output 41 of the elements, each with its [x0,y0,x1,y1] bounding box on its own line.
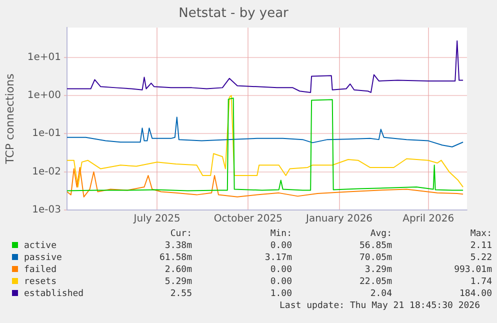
x-tick-label: April 2026 [402,214,454,225]
text: Last update: Thu May 21 18:45:30 2026 [278,300,480,312]
text: 0.00 [269,240,292,252]
text: 0.00 [269,264,292,276]
text: 2.04 [369,288,392,300]
y-axis-title: TCP connections [3,73,16,165]
text: 2.55 [169,288,192,300]
legend-label: resets [23,276,58,288]
text: Cur: [169,228,192,240]
y-tick-label: 1e-02 [32,166,61,178]
text: 1.74 [469,276,492,288]
text: 1.00 [269,288,292,300]
text: 22.05m [358,276,392,288]
text: 56.85m [358,240,392,252]
text: 5.29m [164,276,192,288]
text: 993.01m [453,264,492,276]
text: 70.05m [358,252,392,264]
text: Min: [269,228,292,240]
text: 184.00 [458,288,492,300]
y-tick-label: 1e-01 [32,128,61,140]
text: 0.00 [269,276,292,288]
text: Max: [469,228,492,240]
chart-title: Netstat - by year [178,6,290,22]
text: 3.38m [164,240,192,252]
legend-label: active [23,240,58,252]
text: Avg: [369,228,392,240]
text: 2.60m [164,264,192,276]
x-tick-label: October 2025 [214,214,283,225]
legend-label: passive [23,252,63,264]
y-tick-label: 1e+00 [27,90,61,102]
text: 3.17m [264,252,292,264]
text: 2.11 [469,240,492,252]
text: 3.29m [364,264,392,276]
legend-label: failed [23,264,58,276]
y-tick-label: 1e-03 [32,204,61,216]
x-tick-label: January 2026 [305,214,373,225]
x-tick-label: July 2025 [132,214,180,225]
text: 61.58m [158,252,192,264]
y-tick-label: 1e+01 [27,52,61,63]
legend-label: established [23,288,85,300]
text: 5.22 [469,252,492,264]
